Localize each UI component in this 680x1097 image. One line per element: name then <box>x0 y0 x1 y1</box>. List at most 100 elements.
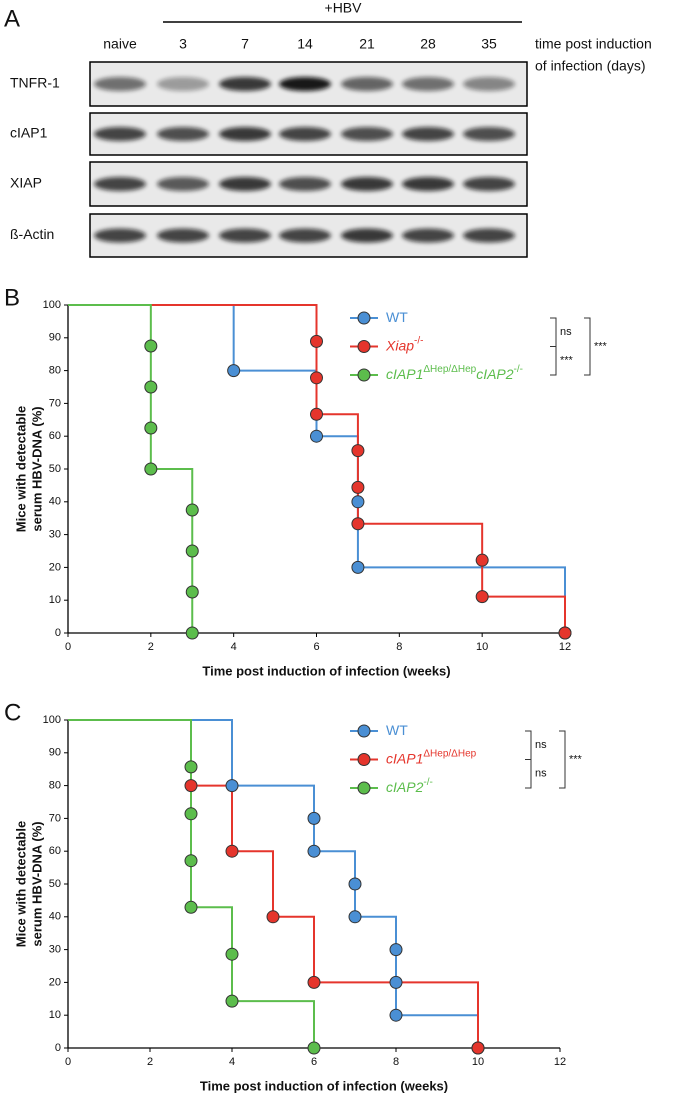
legend-label-part: ΔHep/ΔHep <box>423 749 476 760</box>
step-line <box>68 304 566 633</box>
event-marker <box>184 854 198 868</box>
x-tick-label: 6 <box>313 641 319 653</box>
band <box>402 77 454 91</box>
event-marker <box>471 1041 485 1055</box>
legend-label: cIAP1ΔHep/ΔHep <box>386 749 477 767</box>
event-marker <box>310 371 323 385</box>
legend-label-part: Xiap <box>385 337 414 353</box>
event-marker <box>185 626 199 640</box>
band <box>94 127 146 141</box>
row-label: XIAP <box>10 175 42 191</box>
legend-marker <box>357 340 371 353</box>
event-marker <box>144 380 158 394</box>
band <box>94 77 146 91</box>
event-marker <box>310 334 323 348</box>
event-marker <box>185 503 199 517</box>
event-marker <box>225 779 239 793</box>
event-marker <box>351 517 365 531</box>
band <box>463 77 515 91</box>
significance-label: ns <box>535 739 547 751</box>
legend-label-part: cIAP1 <box>386 366 423 382</box>
event-marker <box>185 544 199 558</box>
y-tick-label: 60 <box>49 430 61 442</box>
band <box>219 127 271 141</box>
band <box>463 127 515 141</box>
y-tick-label: 70 <box>49 812 61 824</box>
band <box>157 77 209 91</box>
step-line <box>68 719 479 1048</box>
band <box>463 228 515 243</box>
y-tick-label: 30 <box>49 944 61 956</box>
legend-label: Xiap-/- <box>385 336 423 354</box>
band <box>157 127 209 141</box>
significance-label: *** <box>560 355 574 367</box>
band <box>402 228 454 243</box>
legend-label-part: -/- <box>423 777 432 788</box>
legend-label-part: cIAP2 <box>386 779 424 795</box>
panel-letter: B <box>4 284 20 311</box>
event-marker <box>227 364 241 378</box>
lane-label: 28 <box>420 36 436 52</box>
legend-label-part: -/- <box>414 336 423 347</box>
x-tick-label: 10 <box>472 1056 484 1068</box>
lane-label: 7 <box>241 36 249 52</box>
event-marker <box>475 553 489 567</box>
event-marker <box>185 585 199 599</box>
panel-letter: C <box>4 699 21 726</box>
band <box>157 177 209 191</box>
y-tick-label: 10 <box>49 594 61 606</box>
y-tick-label: 70 <box>49 397 61 409</box>
lane-label: 3 <box>179 36 187 52</box>
y-tick-label: 60 <box>49 845 61 857</box>
legend-marker <box>357 368 371 382</box>
significance-bracket <box>584 317 591 376</box>
legend-label-part: cIAP1 <box>386 750 423 766</box>
x-axis-label: Time post induction of infection (weeks) <box>202 663 450 678</box>
legend-marker <box>357 724 371 738</box>
y-tick-label: 50 <box>49 878 61 890</box>
event-marker <box>389 943 403 957</box>
event-marker <box>475 590 489 604</box>
band <box>402 177 454 191</box>
band <box>219 177 271 191</box>
event-marker <box>348 877 362 891</box>
event-marker <box>389 975 403 989</box>
event-marker <box>225 994 239 1008</box>
step-line <box>68 304 566 633</box>
legend-label: cIAP2-/- <box>386 777 433 795</box>
event-marker <box>225 844 239 858</box>
band <box>341 77 393 91</box>
y-tick-label: 40 <box>49 911 61 923</box>
step-line <box>68 304 194 633</box>
legend-label: cIAP1ΔHep/ΔHepcIAP2-/- <box>386 364 523 382</box>
row-label: cIAP1 <box>10 125 48 141</box>
event-marker <box>348 910 362 924</box>
legend-label-part: WT <box>386 309 408 325</box>
row-label: TNFR-1 <box>10 75 60 91</box>
band <box>94 228 146 243</box>
band <box>341 228 393 243</box>
legend-label-part: cIAP2 <box>476 366 514 382</box>
y-tick-label: 20 <box>49 976 61 988</box>
y-tick-label: 100 <box>43 714 61 726</box>
significance-label: ns <box>535 768 547 780</box>
band <box>157 228 209 243</box>
event-marker <box>351 560 365 574</box>
y-tick-label: 90 <box>49 747 61 759</box>
y-tick-label: 50 <box>49 463 61 475</box>
y-tick-label: 10 <box>49 1009 61 1021</box>
group-label: +HBV <box>325 0 363 16</box>
lane-caption: of infection (days) <box>535 58 646 74</box>
x-tick-label: 0 <box>65 641 71 653</box>
x-tick-label: 2 <box>148 641 154 653</box>
event-marker <box>144 421 158 435</box>
legend-label: WT <box>386 722 408 738</box>
band <box>94 177 146 191</box>
significance-bracket <box>550 346 557 376</box>
legend-label: WT <box>386 309 408 325</box>
event-marker <box>184 807 198 821</box>
band <box>279 77 331 91</box>
event-marker <box>184 900 198 914</box>
x-tick-label: 12 <box>559 641 571 653</box>
lane-label: naive <box>103 36 137 52</box>
